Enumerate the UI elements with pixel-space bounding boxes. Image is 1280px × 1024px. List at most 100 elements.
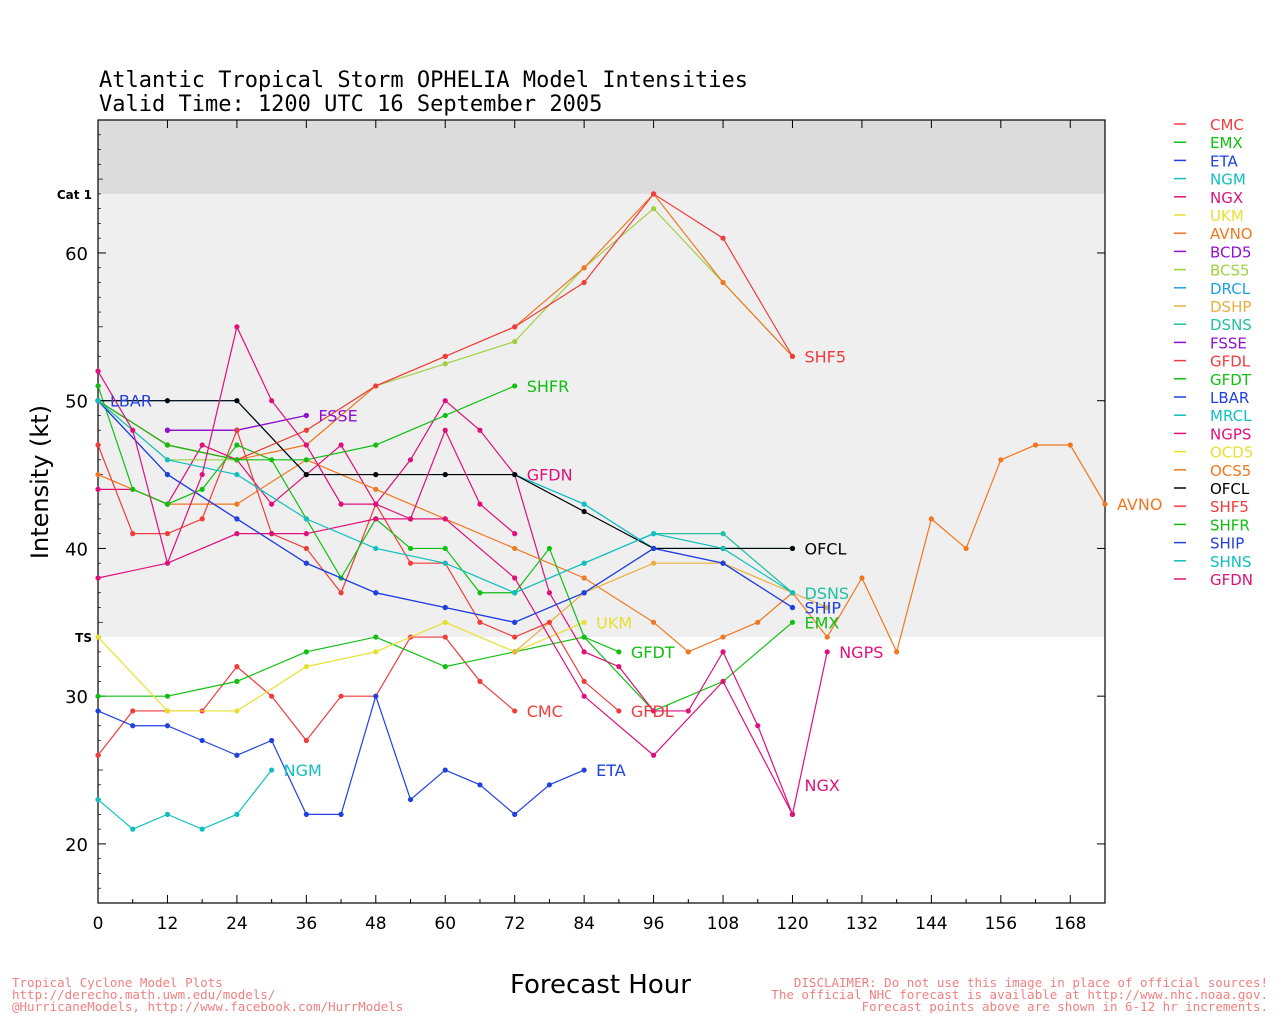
series-end-labels: CMC ETA NGM UKM FSSE SHFR GFDN GFDT GFDL EMX NGX NG…: [110, 347, 1162, 794]
data-point-gfdn: [373, 501, 379, 507]
data-point-eta: [407, 796, 414, 803]
data-point-shns: [303, 516, 309, 522]
series-line-ukm: [97, 621, 585, 712]
legend-entry-shf5: SHF5: [1210, 498, 1249, 516]
data-point-ngx: [338, 442, 344, 448]
end-label-avno: AVNO: [1117, 495, 1162, 514]
data-point-shfr: [442, 412, 448, 419]
data-point-ngps: [650, 752, 657, 758]
legend-entry-ngps: NGPS: [1210, 425, 1251, 443]
data-point-eta: [199, 737, 205, 744]
chart-title: Atlantic Tropical Storm OPHELIA Model In…: [99, 68, 748, 93]
data-point-dshp: [512, 649, 518, 655]
legend-entry-shfr: SHFR: [1210, 516, 1250, 534]
data-point-ngx: [755, 723, 761, 729]
data-point-avno: [1067, 442, 1073, 448]
end-label-shfr: SHFR: [527, 377, 570, 396]
data-point-emx: [373, 634, 379, 640]
data-point-ofcl: [512, 471, 518, 478]
data-point-cmc: [130, 708, 136, 714]
y-axis-label: Intensity (kt): [26, 405, 54, 559]
data-point-shns: [95, 398, 101, 404]
end-label-fsse: FSSE: [318, 406, 357, 425]
data-point-cmc: [269, 693, 275, 699]
intensity-chart: TS Cat 1 0 12 24 36 48 60 72 84 96 108 120 132 144 156…: [26, 68, 1253, 934]
data-point-shf5: [789, 353, 796, 359]
data-point-shf5: [303, 427, 309, 433]
data-point-avno: [824, 634, 830, 640]
data-point-eta: [373, 693, 379, 699]
plot-frame: [97, 119, 1106, 904]
data-point-ukm: [234, 708, 240, 714]
data-point-ngx: [720, 649, 726, 655]
data-point-ngx: [616, 664, 622, 670]
data-point-cmc: [234, 664, 240, 670]
data-point-ngx: [685, 708, 691, 714]
data-point-shfr: [303, 457, 309, 463]
data-point-gfdl: [130, 531, 136, 537]
band-label: TS: [75, 631, 92, 645]
data-point-gfdt: [95, 383, 101, 389]
data-point-ship: [789, 604, 796, 611]
data-point-mrcl: [581, 501, 587, 507]
data-point-avno: [1102, 501, 1108, 507]
end-label-ngm: NGM: [284, 761, 322, 780]
data-point-ngx: [477, 427, 483, 433]
data-point-gfdl: [338, 590, 344, 596]
end-label-gfdn: GFDN: [527, 466, 573, 485]
end-label-ukm: UKM: [596, 613, 632, 632]
data-point-ship: [581, 590, 587, 596]
data-point-emx: [234, 678, 240, 684]
data-point-eta: [269, 737, 275, 744]
data-point-shf5: [512, 324, 518, 330]
data-point-avno: [581, 575, 587, 581]
data-point-bcs5: [442, 361, 448, 367]
data-point-ngps: [789, 811, 796, 817]
data-point-dshp: [650, 560, 657, 566]
data-point-gfdl: [303, 545, 309, 552]
data-point-ukm: [95, 634, 101, 640]
data-point-shf5: [720, 235, 726, 241]
data-point-ngm: [234, 811, 240, 817]
data-point-ship: [234, 516, 240, 522]
data-point-shns: [720, 545, 726, 552]
data-point-ship: [512, 619, 518, 625]
data-point-ngx: [95, 486, 101, 492]
data-point-eta: [546, 782, 553, 788]
data-point-ukm: [164, 708, 171, 714]
end-label-cmc: CMC: [527, 702, 563, 721]
data-point-fsse: [303, 412, 309, 419]
data-point-eta: [338, 811, 344, 817]
data-point-ngm: [130, 826, 136, 832]
axes: 0 12 24 36 48 60 72 84 96 108 120 132 144 156 168 20 30 4…: [65, 119, 1106, 934]
data-point-ngps: [95, 575, 101, 581]
data-point-avno: [95, 471, 101, 478]
data-point-gfdt: [546, 545, 553, 552]
end-label-lbar: LBAR: [110, 392, 152, 411]
end-label-dsns: DSNS: [804, 584, 849, 603]
data-point-gfdn: [512, 531, 518, 537]
legend-entry-gfdt: GFDT: [1210, 371, 1252, 389]
y-tick-label: 40: [65, 539, 88, 560]
x-tick-label: 168: [1054, 914, 1086, 934]
data-point-shfr: [234, 457, 240, 463]
data-point-shfr: [164, 442, 171, 448]
data-point-gfdn: [338, 501, 344, 507]
legend-entry-mrcl: MRCL: [1210, 407, 1252, 425]
data-point-ngps: [442, 516, 448, 522]
end-label-gfdl: GFDL: [631, 702, 674, 721]
series-line-ngm: [97, 769, 273, 830]
data-point-gfdt: [616, 649, 622, 655]
data-point-ofcl: [789, 545, 796, 552]
band-ts: [98, 193, 1105, 638]
data-point-ngps: [269, 531, 275, 537]
series-lines: [95, 191, 1108, 832]
data-point-ngx: [199, 442, 205, 448]
x-tick-label: 108: [707, 914, 739, 934]
data-point-gfdn: [303, 442, 309, 448]
data-point-fsse: [164, 427, 171, 433]
legend-entry-bcs5: BCS5: [1210, 262, 1250, 280]
data-point-emx: [303, 649, 309, 655]
data-point-gfdl: [234, 427, 240, 433]
data-point-bcs5: [512, 339, 518, 345]
